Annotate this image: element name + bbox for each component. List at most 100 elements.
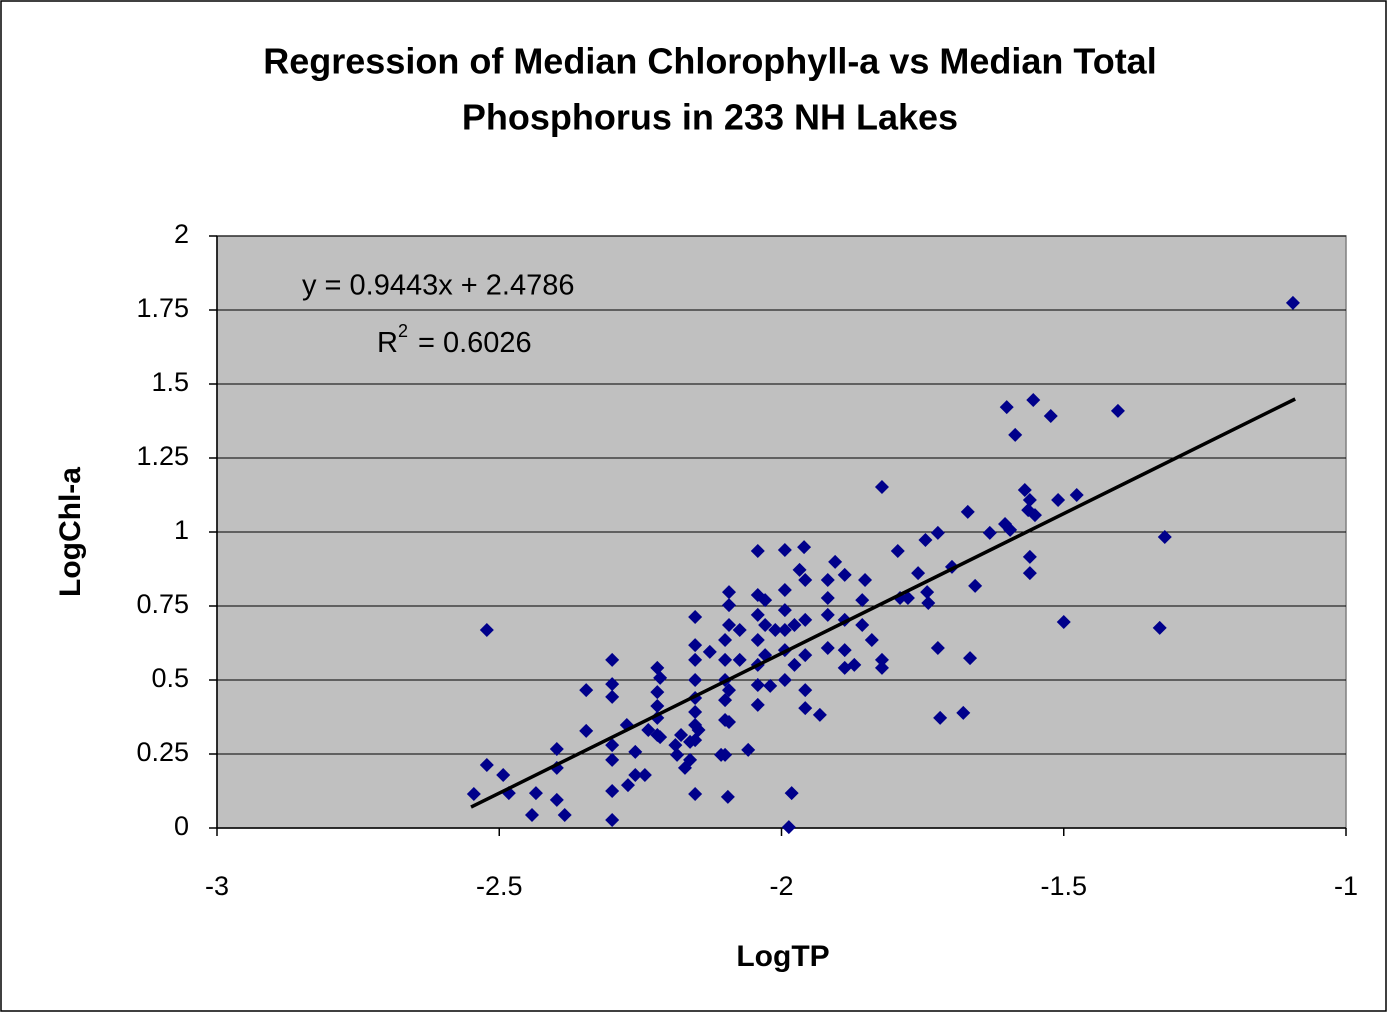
point <box>890 543 905 558</box>
point <box>605 652 620 667</box>
point <box>732 652 747 667</box>
point <box>921 596 936 611</box>
point <box>837 567 852 582</box>
point <box>920 585 935 600</box>
point <box>1056 614 1071 629</box>
point <box>688 704 703 719</box>
point <box>982 525 997 540</box>
point <box>691 723 706 738</box>
point <box>858 572 873 587</box>
point <box>579 683 594 698</box>
point <box>933 710 948 725</box>
point <box>605 689 620 704</box>
point <box>722 598 737 613</box>
point <box>668 738 683 753</box>
point <box>763 678 778 693</box>
point <box>855 617 870 632</box>
point <box>1017 482 1032 497</box>
x-tick-label: -1.5 <box>1040 871 1087 901</box>
point <box>718 652 733 667</box>
point <box>722 585 737 600</box>
point <box>968 578 983 593</box>
point <box>777 583 792 598</box>
point <box>820 607 835 622</box>
point <box>628 744 643 759</box>
point <box>722 617 737 632</box>
point <box>670 747 685 762</box>
point <box>787 617 802 632</box>
point <box>847 657 862 672</box>
point <box>722 683 737 698</box>
point <box>781 820 796 835</box>
point <box>605 677 620 692</box>
point <box>549 741 564 756</box>
point <box>688 652 703 667</box>
point <box>579 723 594 738</box>
point <box>650 685 665 700</box>
y-tick-label: 1.5 <box>151 367 189 397</box>
point <box>750 697 765 712</box>
point <box>777 603 792 618</box>
point <box>820 572 835 587</box>
point <box>718 633 733 648</box>
x-tick-label: -1 <box>1334 871 1358 901</box>
point <box>812 707 827 722</box>
point <box>798 612 813 627</box>
point <box>874 480 889 495</box>
y-tick-label: 0.25 <box>136 737 189 767</box>
point <box>605 784 620 798</box>
point <box>1008 427 1023 442</box>
point <box>674 728 689 743</box>
point <box>605 813 620 828</box>
point <box>900 591 915 606</box>
point <box>653 730 668 745</box>
r-squared: R2 = 0.6026 <box>377 321 532 359</box>
point <box>720 789 735 804</box>
point <box>1152 620 1167 635</box>
point <box>650 660 665 675</box>
point <box>688 786 703 801</box>
point <box>777 673 792 687</box>
point <box>768 622 783 637</box>
point <box>828 554 843 569</box>
equation: y = 0.9443x + 2.4786 <box>302 270 575 302</box>
point <box>702 644 717 659</box>
point <box>960 504 975 519</box>
chart-title: Regression of Median Chlorophyll-a vs Me… <box>263 41 1156 82</box>
point <box>620 778 635 793</box>
point <box>1027 508 1042 523</box>
point <box>1051 493 1066 508</box>
x-tick-label: -2.5 <box>476 871 523 901</box>
point <box>956 705 971 720</box>
point <box>688 609 703 624</box>
y-tick-label: 1.25 <box>136 441 189 471</box>
point <box>1022 549 1037 564</box>
point <box>524 807 539 822</box>
y-tick-label: 2 <box>174 219 189 249</box>
point <box>787 657 802 672</box>
point <box>466 786 481 801</box>
point <box>496 768 511 783</box>
point <box>479 757 494 772</box>
point <box>750 607 765 622</box>
y-axis-title: LogChl-a <box>54 467 87 597</box>
point <box>1069 488 1084 502</box>
plot-area: 0 0.25 0.5 0.75 1 1.25 1.5 1.75 2 -3 -2.5 -2 -1.5 -1 <box>136 219 1358 901</box>
r2-text: = 0.6026 <box>418 327 532 359</box>
point <box>1026 392 1041 407</box>
y-tick-label: 1.75 <box>136 293 189 323</box>
point <box>750 678 765 693</box>
chart-title: Phosphorus in 233 NH Lakes <box>462 97 958 138</box>
point <box>637 768 652 783</box>
x-tick-label: -3 <box>205 871 229 901</box>
point <box>750 633 765 648</box>
point <box>798 648 813 663</box>
point <box>741 742 756 757</box>
r2-sup: 2 <box>398 321 408 341</box>
point <box>864 633 879 648</box>
point <box>820 591 835 606</box>
point <box>874 660 889 675</box>
r2-base: R <box>377 327 398 359</box>
point <box>653 670 668 685</box>
